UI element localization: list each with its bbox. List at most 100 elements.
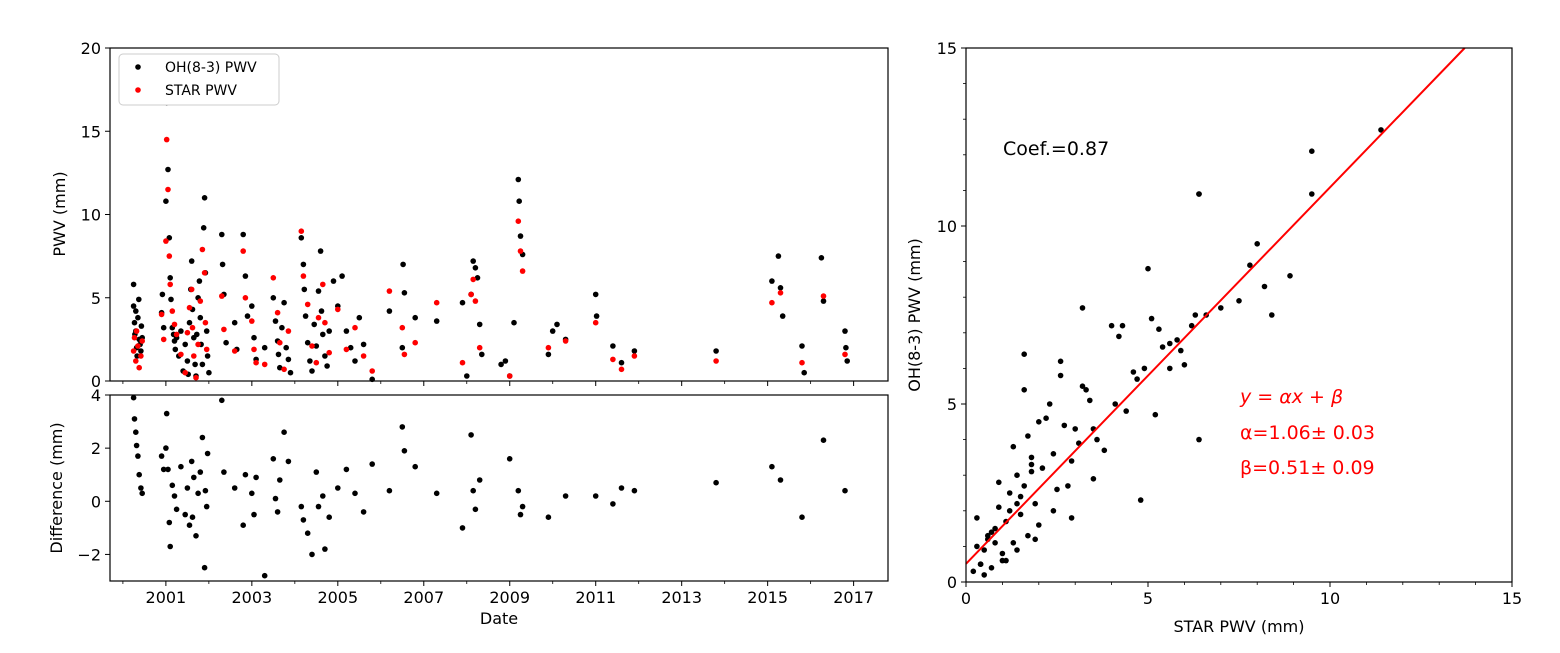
- right-point: [1039, 465, 1046, 471]
- bottom-left-point: [202, 487, 209, 494]
- top-left-point: [843, 344, 849, 351]
- right-ytick-label: 5: [947, 395, 957, 414]
- right-point: [1050, 451, 1057, 457]
- right-point: [1032, 536, 1038, 543]
- bottom-left-point: [193, 533, 199, 539]
- right-point: [1036, 419, 1042, 425]
- right-point: [996, 479, 1002, 486]
- top-left-point: [304, 301, 311, 308]
- top-left-point: [320, 331, 326, 338]
- bottom-left-point: [769, 463, 775, 470]
- top-left-point: [502, 358, 509, 364]
- top-left-yticks: 0 5 10 15 20: [81, 39, 110, 391]
- bottom-left-point: [777, 477, 784, 483]
- right-point: [999, 550, 1006, 557]
- right-point: [1196, 191, 1202, 197]
- right-point: [1061, 422, 1068, 429]
- top-left-point: [799, 343, 805, 349]
- bottom-left-yticks: −2 0 2 4: [77, 386, 110, 564]
- top-left-point: [592, 291, 599, 298]
- top-left-point: [479, 351, 485, 358]
- top-left-point: [820, 298, 827, 304]
- top-left-point: [277, 364, 283, 371]
- top-left-points: [130, 100, 850, 383]
- right-point: [1050, 508, 1057, 514]
- top-left-point: [470, 276, 477, 283]
- top-left-point: [131, 319, 138, 326]
- right-point: [1188, 322, 1195, 329]
- bottom-left-point: [517, 511, 524, 518]
- top-left-point: [163, 136, 170, 143]
- right-point: [1309, 191, 1315, 197]
- bottom-left-point: [820, 437, 827, 444]
- top-left-point: [554, 321, 560, 328]
- bottom-left-point: [138, 485, 144, 491]
- bottom-left-point: [167, 543, 173, 550]
- bottom-left-ylabel: Difference (mm): [47, 422, 66, 553]
- bottom-left-xlabel: Date: [480, 609, 518, 628]
- top-left-point: [775, 253, 782, 259]
- bottom-left-points: [130, 394, 848, 579]
- alpha-annotation: α=1.06± 0.03: [1240, 422, 1375, 444]
- top-left-point: [274, 309, 281, 316]
- bottom-left-point: [203, 503, 210, 510]
- top-left-xticks: [122, 381, 855, 386]
- right-point: [1014, 547, 1020, 553]
- top-left-point: [464, 373, 470, 379]
- top-left-point: [192, 361, 198, 368]
- top-left-ylabel: PWV (mm): [50, 171, 69, 256]
- right-point: [1196, 436, 1202, 443]
- top-left-point: [549, 328, 556, 334]
- bottom-left-point: [197, 469, 204, 475]
- bottom-left-point: [277, 477, 283, 483]
- top-left-point: [206, 369, 212, 376]
- top-left-point: [195, 341, 201, 348]
- top-left-point: [631, 348, 638, 354]
- top-left-point: [300, 261, 307, 268]
- fit-line: [965, 47, 1466, 565]
- bottom-left-xtick-label: 2003: [231, 588, 272, 607]
- top-left-point: [472, 265, 479, 271]
- right-point: [1010, 443, 1017, 450]
- bottom-left-point: [191, 474, 197, 481]
- top-left-point: [171, 321, 178, 328]
- right-point: [1152, 411, 1159, 418]
- top-left-ytick-label: 15: [81, 122, 101, 141]
- bottom-left-point: [562, 493, 569, 499]
- right-point: [1261, 283, 1268, 290]
- top-left-point: [186, 319, 193, 326]
- right-point: [970, 568, 977, 575]
- right-point: [1094, 436, 1100, 443]
- right-point: [1054, 486, 1060, 493]
- top-left-point: [197, 314, 204, 321]
- top-left-point: [369, 368, 376, 374]
- top-left-point: [159, 291, 166, 298]
- bottom-left-point: [412, 463, 419, 470]
- top-left-point: [311, 321, 318, 328]
- top-left-point: [203, 328, 210, 334]
- bottom-left-point: [272, 495, 279, 502]
- legend-label-star: STAR PWV: [165, 83, 237, 99]
- bottom-left-point: [199, 434, 206, 441]
- top-left-point: [138, 323, 145, 329]
- top-left-point: [133, 308, 139, 314]
- bottom-left-xtick-label: 2013: [661, 588, 702, 607]
- top-left-point: [281, 299, 287, 306]
- bottom-left-point: [133, 442, 140, 449]
- top-left-point: [163, 198, 169, 204]
- top-left-point: [200, 225, 207, 231]
- top-left-point: [136, 364, 142, 371]
- top-left-point: [322, 353, 328, 359]
- bottom-left-point: [298, 503, 305, 510]
- right-point: [1236, 298, 1242, 304]
- top-left-point: [231, 348, 238, 354]
- top-left-point: [189, 324, 196, 331]
- beta-annotation: β=0.51± 0.09: [1240, 457, 1375, 479]
- bottom-left-xtick-label: 2017: [833, 588, 874, 607]
- top-left-point: [360, 341, 367, 348]
- top-left-point: [818, 254, 825, 261]
- top-left-ytick-label: 20: [81, 39, 101, 58]
- top-left-point: [261, 361, 268, 368]
- top-left-point: [335, 306, 341, 313]
- top-left-point: [515, 176, 522, 183]
